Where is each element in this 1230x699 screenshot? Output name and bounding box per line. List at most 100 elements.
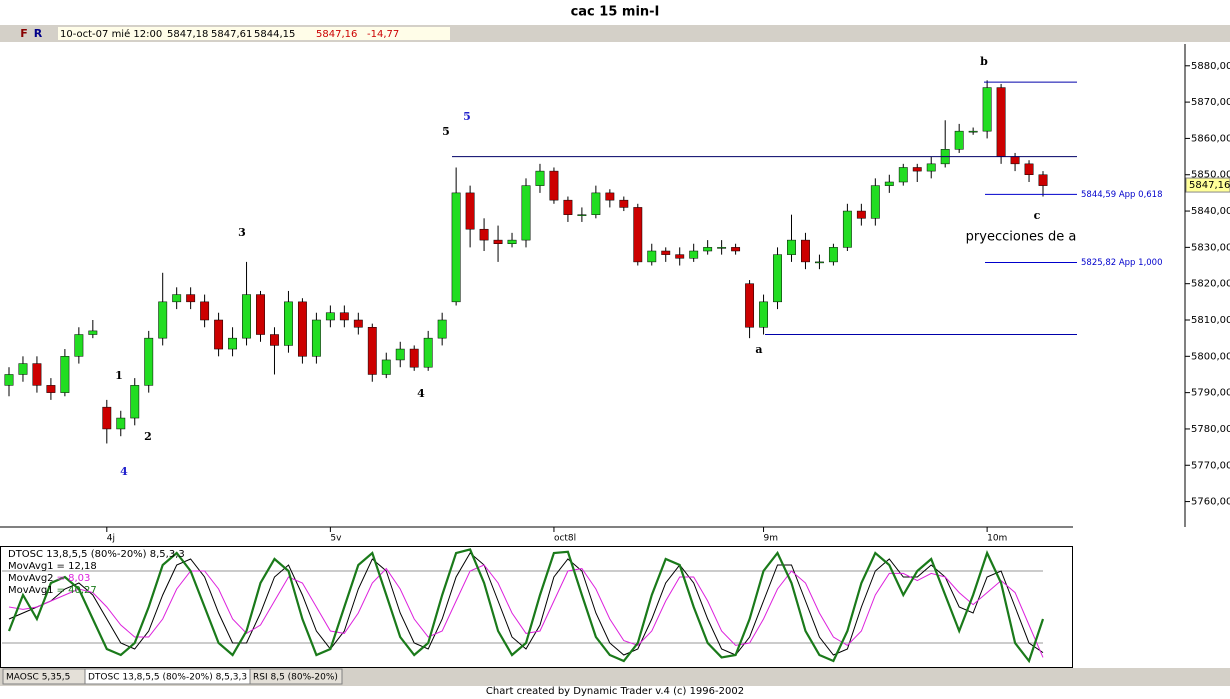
candle-body (675, 254, 685, 259)
candle-body (186, 294, 196, 303)
candle-body (46, 385, 56, 393)
legend-value: = 12,18 (57, 561, 97, 572)
wave-label: 4 (417, 387, 425, 400)
candle-body (353, 319, 363, 328)
candle-body (158, 301, 168, 339)
x-tick-label: 4j (107, 534, 115, 544)
x-tick-label: oct8l (554, 534, 576, 544)
oscillator-panel (0, 546, 1073, 668)
candle-body (745, 283, 755, 328)
candle-body (731, 247, 741, 252)
candle-body (605, 192, 615, 201)
candle-body (423, 337, 433, 368)
candle-body (856, 210, 866, 219)
candle-body (898, 167, 908, 183)
tab-label: DTOSC 13,8,5,5 (80%-20%) 8,5,3,3 (88, 673, 247, 683)
candle-body (242, 294, 251, 339)
status-field: 5847,61 (211, 29, 252, 40)
candle-body (465, 192, 475, 230)
y-tick-label: 5820,00 (1191, 279, 1230, 290)
candle-body (759, 301, 768, 328)
legend-name: MovAvg2 (8, 573, 54, 584)
oscillator-line (8, 552, 1044, 656)
wave-label: 5 (442, 125, 450, 138)
candle-body (172, 294, 182, 303)
y-tick-label: 5850,00 (1191, 170, 1230, 181)
tab[interactable] (249, 668, 343, 685)
candle-body (339, 312, 349, 321)
candle-body (395, 348, 405, 361)
candle-body (493, 239, 503, 244)
oscillator-line (7, 548, 1045, 664)
candle-body (116, 417, 126, 430)
y-tick-label: 5800,00 (1191, 351, 1230, 362)
candle-body (437, 319, 447, 339)
candle-body (311, 319, 321, 357)
candle-body (60, 356, 70, 393)
y-tick-label: 5810,00 (1191, 315, 1230, 326)
oscillator-line (8, 564, 1044, 658)
candle-body (381, 359, 391, 375)
candle-body (954, 130, 964, 150)
y-tick-label: 5780,00 (1191, 424, 1230, 435)
status-field: 5847,18 (167, 29, 208, 40)
candle-body (535, 170, 545, 186)
legend-entry: MovAvg1 = 40,27 (8, 585, 97, 596)
candle-body (996, 87, 1006, 157)
candle-body (689, 250, 699, 259)
x-tick-label: 5v (330, 534, 342, 544)
y-tick-label: 5770,00 (1191, 460, 1230, 471)
candle-body (982, 87, 992, 132)
legend-name: MovAvg1 (8, 561, 54, 572)
x-tick-label: 10m (987, 534, 1007, 544)
candle-body (228, 337, 238, 350)
candle-body (717, 247, 727, 249)
candle-body (591, 192, 601, 215)
candle-body (32, 363, 42, 386)
y-tick-label: 5870,00 (1191, 97, 1230, 108)
candle-body (787, 239, 796, 255)
candle-body (661, 250, 671, 255)
legend-entry: MovAvg1 = 12,18 (8, 561, 97, 572)
projection-label: 5844,59 App 0,618 (1081, 190, 1163, 200)
wave-label: b (980, 55, 988, 68)
wave-label: 5 (463, 110, 471, 123)
status-button[interactable]: R (34, 27, 43, 40)
candle-body (521, 185, 531, 241)
legend-value: = 8,03 (57, 573, 91, 584)
oscillator-title: DTOSC 13,8,5,5 (80%-20%) 8,5,3,3 (8, 549, 185, 560)
status-field: 5844,15 (254, 29, 295, 40)
wave-label: a (755, 343, 762, 356)
candle-body (703, 247, 713, 252)
y-tick-label: 5760,00 (1191, 497, 1230, 508)
status-button[interactable]: F (20, 27, 28, 40)
projection-label: 5825,82 App 1,000 (1081, 258, 1163, 268)
candle-body (814, 261, 824, 264)
candle-body (214, 319, 224, 350)
wave-label: 1 (115, 369, 123, 382)
candle-body (200, 301, 210, 321)
legend-entry: MovAvg2 = 8,03 (8, 573, 90, 584)
candle-body (884, 181, 894, 186)
y-tick-label: 5840,00 (1191, 206, 1230, 217)
status-field-box (58, 27, 450, 40)
candle-body (968, 130, 978, 133)
y-tick-label: 5860,00 (1191, 133, 1230, 144)
candle-body (451, 192, 461, 303)
candle-body (4, 374, 14, 386)
tab-label: MAOSC 5,35,5 (6, 673, 70, 683)
wave-label: pryecciones de a (966, 230, 1077, 245)
legend-value: = 40,27 (57, 585, 97, 596)
candle-body (297, 301, 307, 357)
last-price-label: 5847,16 (1189, 180, 1230, 191)
candle-body (842, 210, 852, 248)
candle-body (912, 167, 922, 172)
candle-body (870, 185, 880, 219)
candle-body (256, 294, 265, 335)
candle-body (507, 239, 517, 244)
candle-body (1038, 174, 1048, 186)
y-tick-label: 5880,00 (1191, 61, 1230, 72)
candle-body (828, 247, 838, 263)
x-tick-label: 9m (764, 534, 779, 544)
